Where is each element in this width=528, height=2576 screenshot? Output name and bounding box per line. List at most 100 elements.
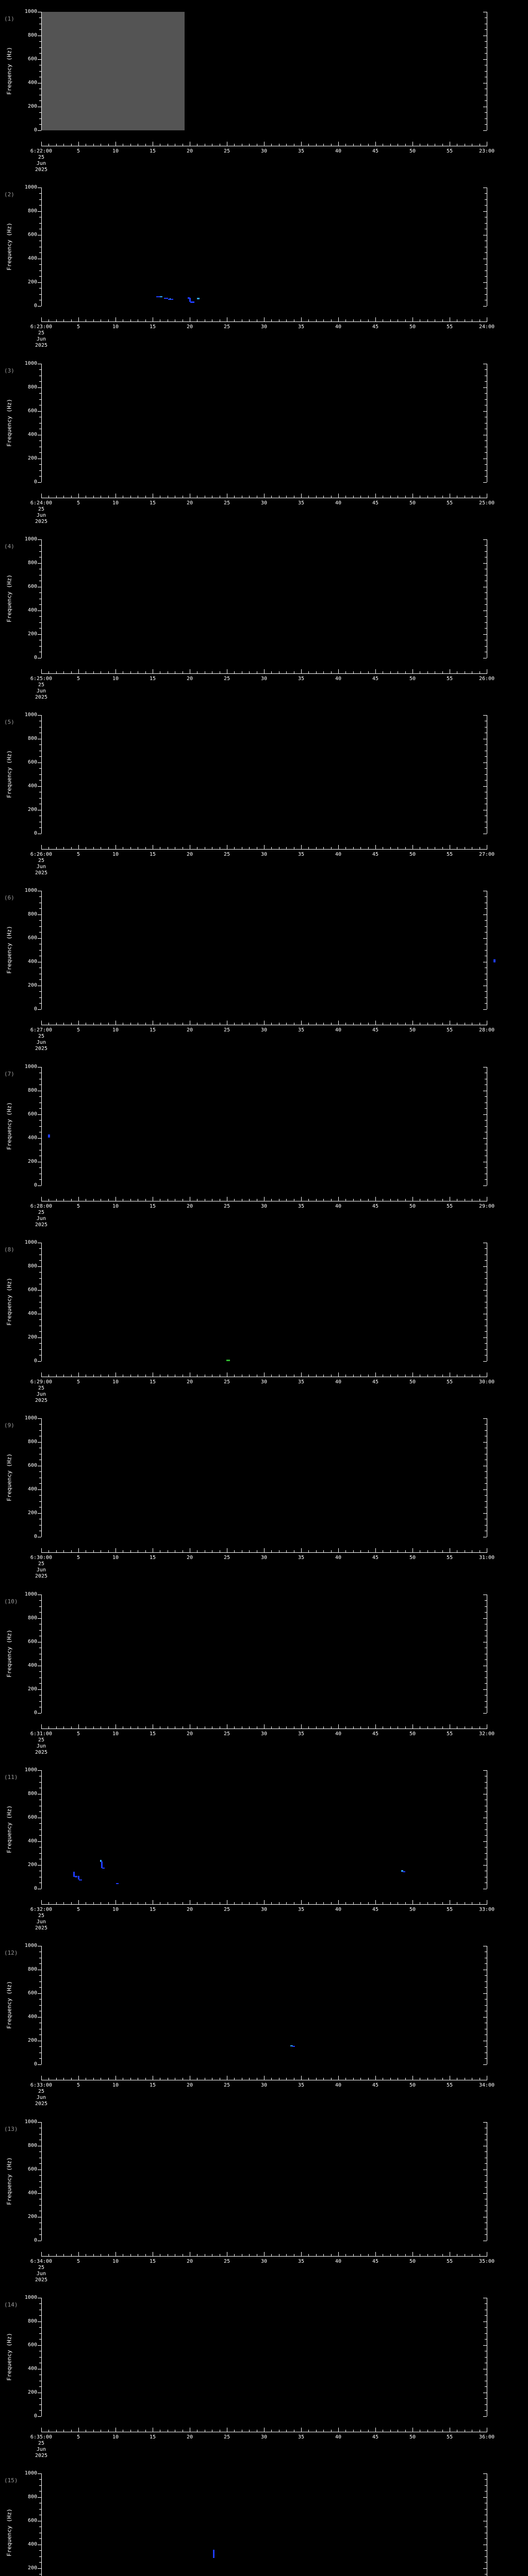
y-tick — [39, 294, 41, 295]
x-tick-label: 25 — [223, 500, 230, 506]
y-tick — [483, 2497, 487, 2498]
x-tick — [405, 496, 406, 498]
y-tick-label: 400 — [27, 1663, 37, 1668]
y-tick — [485, 932, 487, 933]
x-tick — [360, 671, 361, 673]
detection-mark — [78, 1876, 80, 1880]
x-tick — [271, 2254, 272, 2256]
x-tick — [264, 2076, 265, 2080]
x-tick — [93, 1375, 94, 1377]
x-tick — [323, 1902, 324, 1904]
x-tick — [338, 2076, 339, 2080]
x-tick-label: 45 — [372, 2259, 379, 2264]
x-tick — [427, 496, 428, 498]
y-tick-label: 0 — [34, 655, 37, 660]
x-tick — [271, 496, 272, 498]
x-tick-label: 30 — [260, 1027, 268, 1033]
y-tick — [485, 2058, 487, 2059]
y-axis-title: Frequency (Hz) — [6, 574, 13, 622]
x-tick — [345, 1023, 346, 1025]
y-tick — [39, 827, 41, 828]
x-axis — [41, 2256, 487, 2257]
x-date-line: 2025 — [35, 1573, 48, 1579]
y-tick — [38, 482, 41, 483]
x-tick-label: 45 — [372, 1027, 379, 1033]
panel-number-label: (3) — [4, 367, 14, 374]
x-tick — [360, 319, 361, 321]
x-tick-label: 45 — [372, 852, 379, 857]
x-tick — [360, 1023, 361, 1025]
x-date-line: 25 — [38, 1737, 45, 1743]
y-tick — [38, 1009, 41, 1010]
x-tick-label: 35 — [298, 1204, 305, 1209]
x-date-line: 25 — [38, 2441, 45, 2446]
x-tick-label: 15 — [149, 676, 156, 682]
x-tick — [48, 1902, 50, 1904]
x-tick — [63, 2078, 64, 2080]
y-tick — [485, 2315, 487, 2316]
y-tick-label: 200 — [27, 631, 37, 637]
x-tick — [63, 1199, 64, 1201]
y-tick — [39, 270, 41, 271]
x-date-line: 25 — [38, 858, 45, 863]
x-date-line: Jun — [36, 161, 46, 166]
y-tick — [485, 1343, 487, 1344]
y-tick — [483, 634, 487, 635]
x-tick-label: 55 — [446, 1731, 453, 1737]
x-tick — [63, 496, 64, 498]
x-tick — [442, 144, 443, 146]
x-tick — [56, 1902, 57, 1904]
y-tick-label: 1000 — [24, 888, 37, 893]
y-tick — [485, 276, 487, 277]
y-tick — [483, 1841, 487, 1842]
x-tick-label: 55 — [446, 324, 453, 330]
x-tick — [375, 494, 376, 498]
y-tick-label: 200 — [27, 1862, 37, 1868]
x-tick-label: 10 — [112, 2434, 119, 2440]
x-tick — [368, 847, 369, 849]
x-tick-label: 15 — [149, 2082, 156, 2088]
y-tick — [39, 112, 41, 113]
y-tick-label: 800 — [27, 911, 37, 917]
y-tick — [483, 1266, 487, 1267]
y-tick — [485, 545, 487, 546]
y-tick — [485, 2163, 487, 2164]
x-tick-label: 50 — [409, 2082, 416, 2088]
spectrogram-panel: (14) Frequency (Hz) 0 200 400 600 800 1000 5 10 15… — [0, 2286, 528, 2462]
panel-number-label: (11) — [4, 1774, 18, 1781]
x-tick — [345, 1726, 346, 1728]
x-tick-label: 45 — [372, 148, 379, 154]
x-tick-label: 20 — [186, 2259, 193, 2264]
x-tick — [93, 319, 94, 321]
x-tick — [145, 319, 146, 321]
x-tick — [71, 847, 72, 849]
x-date-line: 2025 — [35, 1222, 48, 1228]
x-tick-label: 5 — [76, 676, 80, 682]
x-end-time-label: 31:00 — [478, 1555, 495, 1561]
y-tick — [485, 1701, 487, 1702]
x-tick — [412, 1900, 413, 1904]
x-tick — [368, 319, 369, 321]
y-tick — [485, 622, 487, 623]
x-date-line: 25 — [38, 682, 45, 688]
x-tick-label: 50 — [409, 2259, 416, 2264]
x-tick — [63, 1902, 64, 1904]
y-tick-label: 0 — [34, 831, 37, 836]
y-tick — [483, 59, 487, 60]
x-start-time-label: 6:26:00 — [30, 852, 53, 857]
x-date-line: 2025 — [35, 2101, 48, 2107]
x-end-time-label: 28:00 — [478, 1027, 495, 1033]
x-tick — [338, 1548, 339, 1552]
x-tick-label: 20 — [186, 852, 193, 857]
x-tick — [405, 1023, 406, 1025]
y-tick-label: 400 — [27, 607, 37, 613]
y-tick-label: 600 — [27, 56, 37, 62]
x-tick — [264, 1021, 265, 1025]
x-tick-label: 10 — [112, 500, 119, 506]
detection-mark — [101, 1861, 103, 1868]
y-tick-label: 800 — [27, 2494, 37, 2500]
x-start-time-label: 6:22:00 — [30, 148, 53, 154]
x-tick — [71, 2430, 72, 2432]
x-tick-label: 45 — [372, 2434, 379, 2440]
